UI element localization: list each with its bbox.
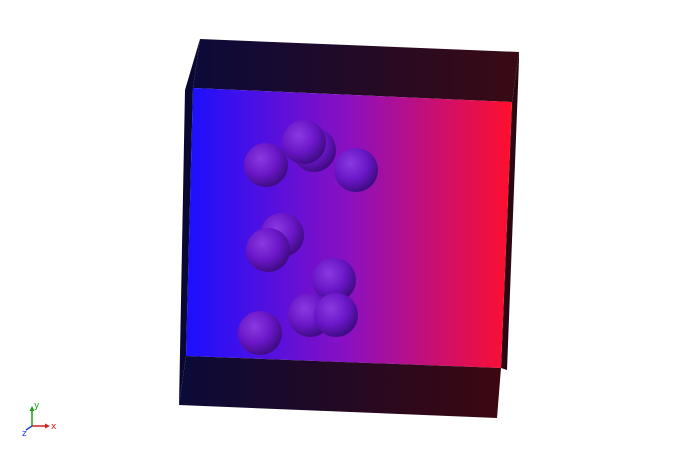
y-axis-arrow-icon xyxy=(29,406,35,411)
sphere xyxy=(246,228,290,272)
x-axis-label: x xyxy=(51,422,57,432)
sphere xyxy=(282,120,326,164)
sphere xyxy=(238,311,282,355)
box-top-face xyxy=(193,39,519,102)
spheres-group xyxy=(238,120,378,355)
y-axis-label: y xyxy=(34,401,40,411)
sphere xyxy=(334,148,378,192)
box-bottom-face xyxy=(179,356,501,418)
axis-triad: y x z xyxy=(22,401,57,436)
z-axis-label: z xyxy=(22,429,27,436)
sphere xyxy=(244,143,288,187)
sphere xyxy=(314,293,358,337)
box-right-face xyxy=(501,52,519,370)
x-axis-arrow-icon xyxy=(45,423,50,429)
z-axis-line xyxy=(25,425,33,431)
sphere xyxy=(312,258,356,302)
